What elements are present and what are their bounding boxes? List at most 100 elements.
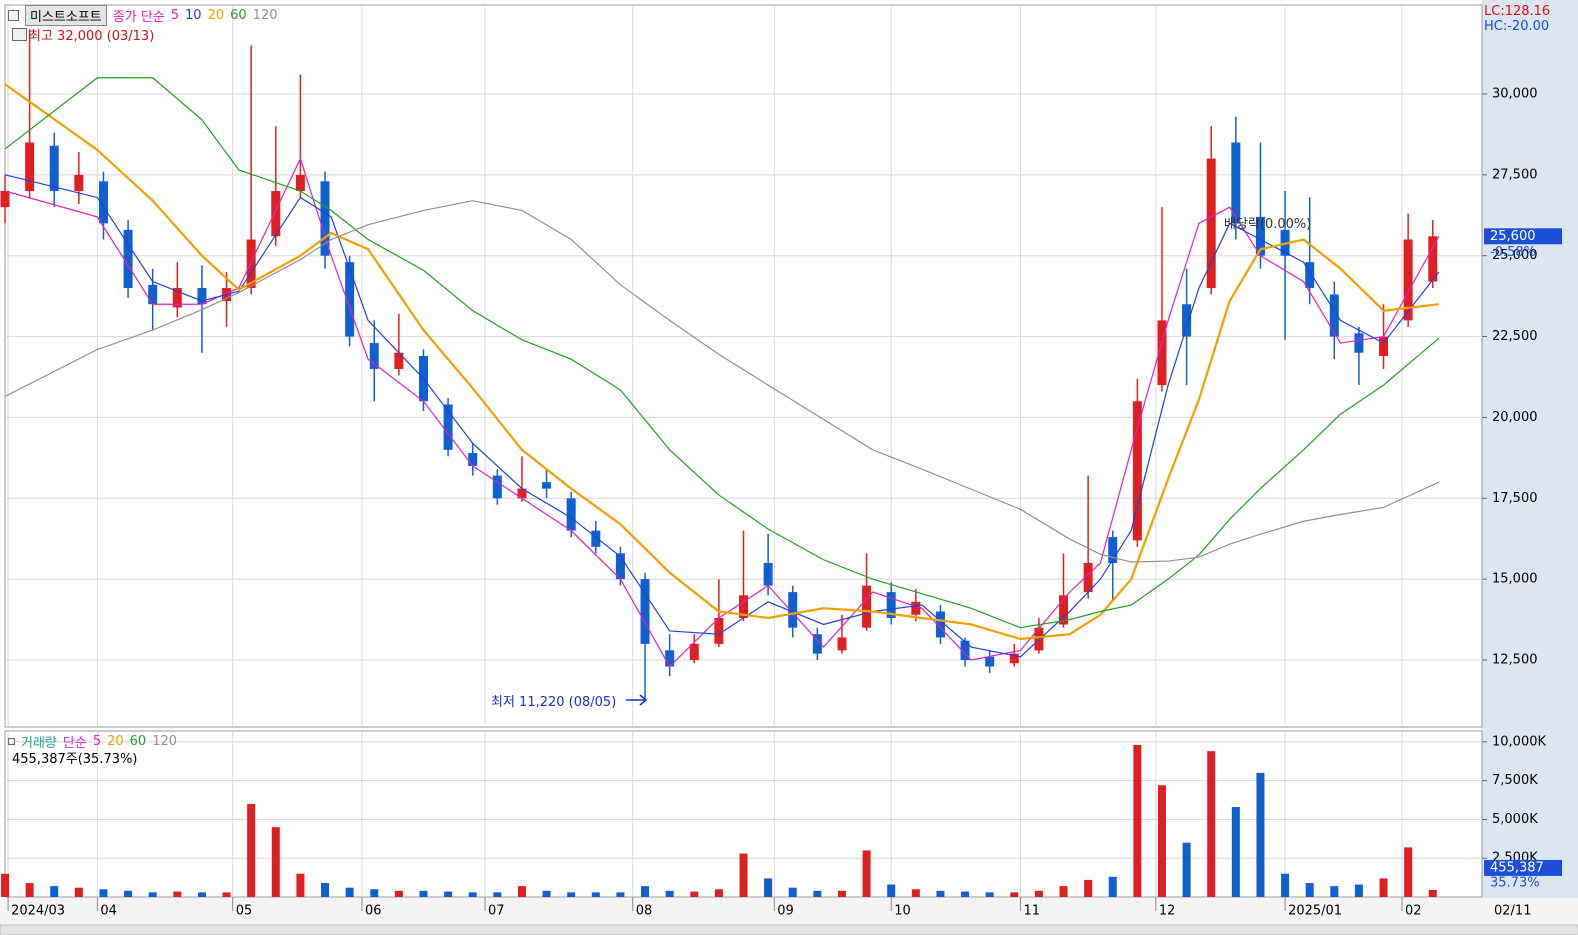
volume-bar: [1281, 873, 1290, 897]
candle-body: [1108, 537, 1118, 563]
volume-bar: [739, 853, 748, 897]
volume-bar: [394, 890, 403, 897]
candle-body: [345, 262, 355, 337]
candle-body: [1403, 239, 1413, 321]
volume-bar: [1108, 876, 1117, 897]
volume-bar: [788, 887, 797, 897]
volume-info: 455,387주(35.73%): [12, 752, 138, 767]
x-tick-label: 10: [894, 904, 911, 919]
candle-body: [1083, 562, 1093, 593]
volume-bar: [493, 892, 502, 897]
last-price-label: 25,600: [1490, 229, 1536, 244]
volume-bar: [247, 803, 256, 897]
panel-icon: [8, 10, 19, 21]
candle-body: [812, 634, 822, 654]
volume-bar: [1428, 889, 1437, 897]
last-volume-label: 455,387: [1490, 860, 1544, 875]
high-label: 최고 32,000 (03/13): [29, 29, 155, 44]
candle-body: [566, 498, 576, 531]
volume-title: 거래량: [21, 736, 57, 751]
volume-bar: [567, 892, 576, 897]
candle-body: [1354, 333, 1364, 353]
moving-average-line: [4, 77, 1440, 629]
volume-bar: [1256, 772, 1265, 897]
x-tick-label: 09: [777, 904, 794, 919]
candle-body: [295, 174, 305, 191]
candle-body: [1132, 401, 1142, 541]
candle-body: [960, 640, 970, 661]
legend-entry: 5: [92, 734, 102, 749]
legend-entry: 10: [185, 8, 202, 23]
stock-name[interactable]: 미스트소프트: [25, 5, 107, 26]
price-legend: 미스트소프트 종가 단순 5 10 20 60 120: [8, 5, 278, 26]
volume-bar: [985, 892, 994, 897]
volume-bar: [542, 890, 551, 897]
low-label: 최저 11,220 (08/05): [491, 695, 617, 710]
volume-bar: [1354, 884, 1363, 897]
volume-bar: [1330, 886, 1339, 897]
candle-body: [862, 585, 872, 628]
candle-body: [788, 592, 798, 628]
volume-bar: [591, 892, 600, 897]
volume-bar: [1231, 807, 1240, 897]
y-tick-label: 17,500: [1492, 491, 1538, 506]
volume-bar: [1084, 879, 1093, 897]
volume-bar: [50, 886, 59, 897]
y-tick-label: 10,000K: [1492, 734, 1546, 749]
legend-entry: 20: [207, 8, 225, 23]
volume-bar: [714, 889, 723, 897]
volume-bar: [690, 891, 699, 897]
last-price-box: [1484, 228, 1562, 245]
candle-body: [1255, 216, 1265, 256]
x-tick-label: 11: [1023, 904, 1040, 919]
grid-icon: [12, 28, 27, 41]
axis-background: [1482, 0, 1578, 935]
x-tick-label: 02: [1405, 904, 1422, 919]
last-price-change: -0.58%: [1490, 245, 1536, 260]
candle-body: [1305, 262, 1315, 289]
volume-bar: [419, 890, 428, 897]
moving-average-line: [4, 83, 1440, 641]
volume-bar: [641, 886, 650, 897]
candle-body: [640, 579, 650, 644]
candle-body: [665, 650, 675, 667]
candle-body: [1329, 294, 1339, 337]
volume-bar: [616, 892, 625, 897]
low-arrow: [626, 694, 648, 706]
candle-body: [1428, 236, 1438, 282]
volume-bar: [222, 892, 231, 897]
volume-bar: [124, 890, 133, 897]
volume-bar: [25, 883, 34, 897]
last-volume-box: [1484, 859, 1562, 876]
price-panel-frame: [4, 4, 1483, 728]
volume-bar: [862, 850, 871, 897]
volume-ma-label: 단순: [62, 736, 87, 751]
volume-bar: [887, 884, 896, 897]
y-tick-label: 12,500: [1492, 653, 1538, 668]
volume-bar: [1157, 785, 1166, 897]
x-tick-label: 2025/01: [1288, 904, 1342, 919]
moving-average-line: [4, 157, 1440, 668]
legend-entry: 120: [152, 734, 178, 749]
candle-body: [1009, 653, 1019, 664]
x-tick-label: 08: [636, 904, 653, 919]
candle-body: [271, 190, 281, 237]
volume-bar: [271, 827, 280, 897]
candle-body: [197, 288, 207, 305]
volume-bar: [1010, 892, 1019, 897]
volume-bar: [173, 891, 182, 897]
volume-bar: [148, 892, 157, 897]
volume-bar: [1182, 842, 1191, 897]
volume-bar: [837, 890, 846, 897]
lc-label: LC:128.16: [1484, 4, 1551, 19]
volume-bar: [321, 883, 330, 897]
legend-entry: 20: [107, 734, 124, 749]
candle-body: [98, 181, 108, 224]
y-tick-label: 25,000: [1492, 248, 1538, 263]
x-tick-label: 04: [100, 904, 117, 919]
candle-body: [369, 343, 379, 369]
volume-legend: 거래량 단순 5 20 60 120: [8, 732, 177, 751]
y-tick-label: 15,000: [1492, 572, 1538, 587]
